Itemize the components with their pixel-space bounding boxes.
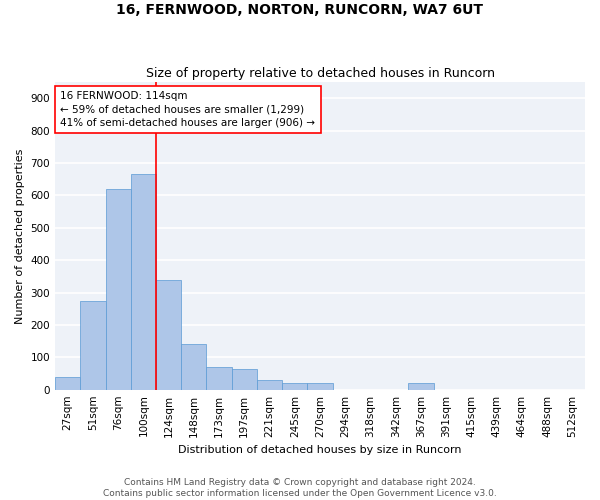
- Bar: [106, 189, 131, 390]
- Y-axis label: Number of detached properties: Number of detached properties: [15, 148, 25, 324]
- Text: Contains HM Land Registry data © Crown copyright and database right 2024.
Contai: Contains HM Land Registry data © Crown c…: [103, 478, 497, 498]
- Bar: [156, 280, 181, 390]
- Text: 16 FERNWOOD: 114sqm
← 59% of detached houses are smaller (1,299)
41% of semi-det: 16 FERNWOOD: 114sqm ← 59% of detached ho…: [61, 92, 316, 128]
- Bar: [55, 376, 80, 390]
- Bar: [409, 383, 434, 390]
- Bar: [232, 368, 257, 390]
- Bar: [181, 344, 206, 390]
- Text: 16, FERNWOOD, NORTON, RUNCORN, WA7 6UT: 16, FERNWOOD, NORTON, RUNCORN, WA7 6UT: [116, 2, 484, 16]
- Bar: [307, 383, 332, 390]
- Bar: [206, 367, 232, 390]
- Bar: [80, 300, 106, 390]
- Title: Size of property relative to detached houses in Runcorn: Size of property relative to detached ho…: [146, 66, 494, 80]
- Bar: [282, 383, 307, 390]
- Bar: [131, 174, 156, 390]
- Bar: [257, 380, 282, 390]
- X-axis label: Distribution of detached houses by size in Runcorn: Distribution of detached houses by size …: [178, 445, 462, 455]
